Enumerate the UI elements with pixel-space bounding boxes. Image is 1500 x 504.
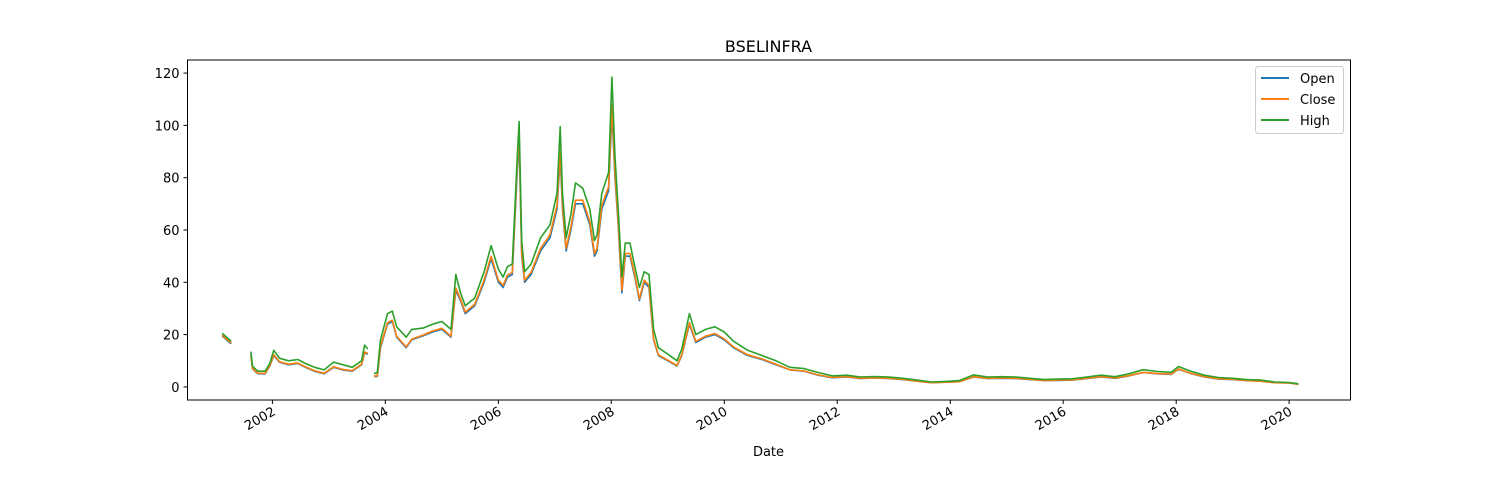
y-tick-label: 20: [163, 329, 180, 344]
series-line-close: [250, 351, 369, 375]
plot-area-frame: [187, 59, 1351, 401]
series-close: [221, 103, 1299, 386]
y-tick-label: 0: [171, 381, 179, 396]
series-line-close: [374, 103, 1299, 386]
y-tick-label: 100: [155, 119, 180, 134]
legend-label-open: Open: [1300, 72, 1335, 87]
y-tick-label: 60: [163, 224, 180, 239]
series-high: [221, 76, 1299, 385]
y-tick-label: 80: [163, 172, 180, 187]
y-tick-label: 120: [155, 67, 180, 82]
chart-title: BSELINFRA: [725, 37, 812, 56]
y-tick-label: 40: [163, 276, 180, 291]
legend-label-high: High: [1300, 114, 1330, 129]
y-axis: 0 20 40 60 80 100 120: [155, 67, 188, 396]
legend-label-close: Close: [1300, 93, 1335, 108]
legend: Open Close High: [1255, 66, 1344, 134]
series-lines: [221, 76, 1299, 386]
series-line-high: [373, 76, 1299, 385]
series-line-high: [221, 332, 232, 342]
x-axis-label: Date: [753, 445, 784, 460]
series-line-high: [250, 344, 369, 373]
legend-box: [1255, 66, 1344, 134]
series-line-close: [221, 334, 232, 344]
